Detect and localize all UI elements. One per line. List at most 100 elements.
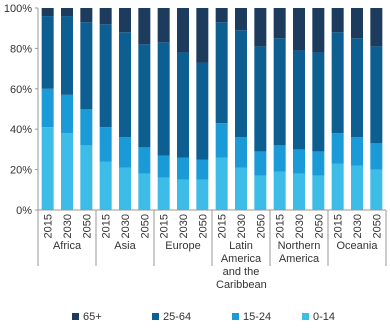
bar-segment [80,8,93,23]
group-label: Oceania [336,240,378,252]
bar-segment [273,145,286,172]
x-tick-label: 2015 [275,214,287,238]
bar-segment [370,143,383,170]
x-tick-label: 2030 [236,214,248,238]
bar-segment [99,8,112,25]
x-tick-label: 2050 [371,214,383,238]
y-tick-label: 100% [4,3,32,15]
y-tick-label: 20% [10,165,32,177]
bar-segment [331,163,344,210]
bar-segment [331,133,344,164]
x-tick-label: 2030 [120,214,132,238]
legend-swatch [232,313,239,320]
bar-segment [80,145,93,210]
bar-segment [370,169,383,210]
bar-segment [370,46,383,144]
bar-segment [254,46,267,152]
bar-segment [215,157,228,210]
group-label: Europe [165,240,201,252]
bar-segment [177,8,189,53]
legend-swatch [302,313,309,320]
x-tick-label: 2050 [81,214,93,238]
bar-segment [41,8,54,17]
x-tick-label: 2015 [217,214,229,238]
bar-segment [331,32,344,134]
bar-segment [196,8,209,63]
legend-swatch [152,313,159,320]
bar-segment [273,38,286,146]
bar-segment [61,16,73,95]
bar-segment [235,30,247,138]
group-label: Northern America [277,240,321,265]
bar-segment [41,88,54,128]
bar-segment [177,157,189,180]
group-label: Latin America and the Caribbean [216,240,267,291]
bar-segment [293,149,305,174]
bar-segment [99,161,112,210]
x-tick-label: 2050 [139,214,151,238]
y-tick-label: 0% [16,205,32,217]
x-tick-label: 2050 [255,214,267,238]
x-tick-label: 2030 [178,214,190,238]
bar-segment [119,32,131,138]
bar-segment [157,177,170,210]
y-tick-label: 40% [10,124,32,136]
x-tick-label: 2030 [62,214,74,238]
bar-segment [312,52,325,152]
bar-segment [99,24,112,128]
bar-segment [41,16,54,89]
bar-segment [351,38,363,138]
bar-segment [351,137,363,166]
bar-segment [293,173,305,210]
bar-segment [235,167,247,210]
legend-swatch [72,313,79,320]
legend-label: 65+ [83,311,102,323]
bar-segment [312,175,325,210]
bar-segment [61,8,73,17]
bar-segment [254,151,267,176]
bar-segment [312,8,325,53]
group-label: Africa [52,240,82,252]
bar-segment [312,151,325,176]
bar-segment [196,159,209,180]
x-tick-label: 2030 [294,214,306,238]
legend-label: 0-14 [313,311,335,323]
bar-segment [254,8,267,47]
bar-segment [293,50,305,150]
bar-segment [215,22,228,124]
bar-segment [41,127,54,210]
legend-label: 15-24 [243,311,271,323]
x-tick-label: 2015 [43,214,55,238]
bar-segment [215,8,228,23]
x-tick-label: 2050 [313,214,325,238]
bar-segment [157,155,170,178]
bar-segment [273,171,286,210]
bar-segment [177,52,189,158]
bar-segment [235,8,247,31]
bar-segment [80,22,93,109]
y-tick-label: 80% [10,43,32,55]
bar-segment [61,133,73,210]
bar-segment [293,8,305,51]
bar-segment [273,8,286,39]
bar-segment [215,123,228,158]
bar-segment [138,147,151,174]
x-tick-label: 2050 [197,214,209,238]
bar-segment [235,137,247,168]
bar-segment [157,8,170,43]
x-tick-label: 2015 [159,214,171,238]
bar-segment [138,8,151,45]
group-label: Asia [114,240,136,252]
bar-segment [119,137,131,168]
bar-segment [196,179,209,210]
bar-segment [138,44,151,148]
x-tick-label: 2030 [352,214,364,238]
bar-segment [196,62,209,160]
bar-segment [351,165,363,210]
bar-segment [370,8,383,47]
bar-segment [254,175,267,210]
bar-segment [351,8,363,39]
y-tick-label: 60% [10,84,32,96]
bar-segment [99,127,112,162]
